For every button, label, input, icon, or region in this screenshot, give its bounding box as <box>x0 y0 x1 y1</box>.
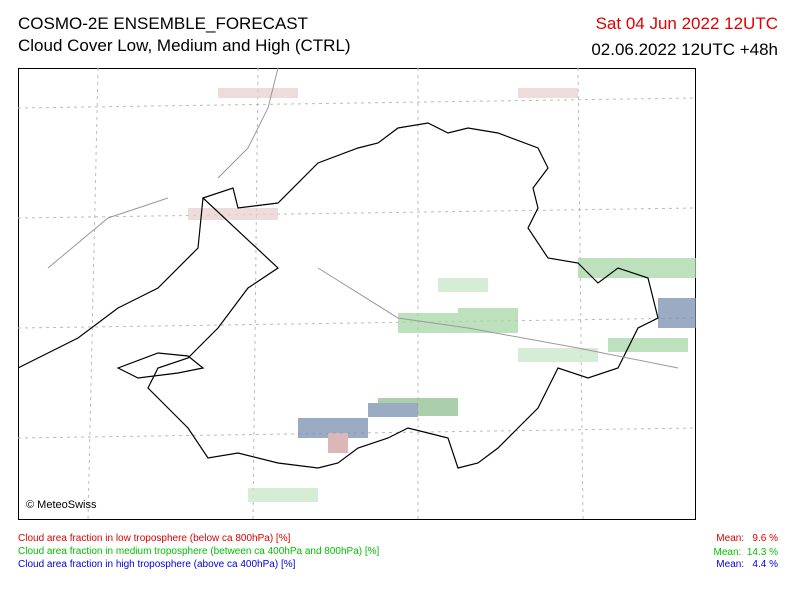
rivers <box>47 68 679 369</box>
map-frame <box>18 68 696 520</box>
legend-high: Cloud area fraction in high troposphere … <box>18 559 296 570</box>
mean-medium: Mean: 14.3 % <box>713 547 778 558</box>
map: © MeteoSwiss <box>18 68 696 520</box>
cloud-fields <box>188 88 696 502</box>
subtitle: Cloud Cover Low, Medium and High (CTRL) <box>18 36 351 55</box>
valid-time: Sat 04 Jun 2022 12UTC <box>595 14 778 33</box>
mean-low: Mean: 9.6 % <box>716 533 778 544</box>
run-time: 02.06.2022 12UTC +48h <box>591 40 778 59</box>
graticule <box>18 68 696 520</box>
mean-high: Mean: 4.4 % <box>716 559 778 570</box>
title: COSMO-2E ENSEMBLE_FORECAST <box>18 14 309 33</box>
borders <box>18 122 659 469</box>
copyright: © MeteoSwiss <box>26 499 97 511</box>
legend-medium: Cloud area fraction in medium tropospher… <box>18 546 380 557</box>
legend-low: Cloud area fraction in low troposphere (… <box>18 533 291 544</box>
